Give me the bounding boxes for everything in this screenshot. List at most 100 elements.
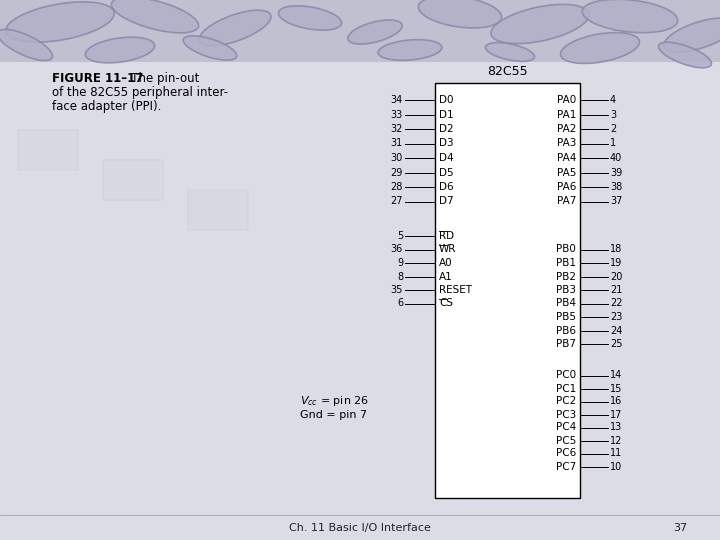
Text: 9: 9 [397,258,403,268]
Text: PC7: PC7 [556,462,576,471]
Text: D3: D3 [439,138,454,149]
Ellipse shape [199,10,271,46]
Text: 19: 19 [610,258,622,268]
Text: 38: 38 [610,182,622,192]
Bar [435,83,580,498]
Ellipse shape [0,29,53,60]
Text: 39: 39 [610,167,622,178]
Text: D7: D7 [439,197,454,206]
Text: 30: 30 [391,153,403,163]
Text: 15: 15 [610,383,622,394]
Ellipse shape [348,20,402,44]
Text: 17: 17 [610,409,622,420]
Ellipse shape [664,18,720,52]
Text: 2: 2 [610,124,616,134]
Text: 34: 34 [391,95,403,105]
Text: 28: 28 [391,182,403,192]
Ellipse shape [279,6,341,30]
Bar [0,0,720,62]
Text: 5: 5 [397,231,403,241]
Text: 3: 3 [610,110,616,119]
Text: 11: 11 [610,449,622,458]
Ellipse shape [561,32,639,63]
Text: The pin-out: The pin-out [120,72,199,85]
Text: PB5: PB5 [556,312,576,322]
Text: 82C55: 82C55 [487,65,528,78]
Bar [103,160,163,200]
Ellipse shape [485,43,534,62]
Text: PC1: PC1 [556,383,576,394]
Bar [0,62,720,540]
Text: 10: 10 [610,462,622,471]
Text: FIGURE 11–17: FIGURE 11–17 [52,72,143,85]
Text: PA7: PA7 [557,197,576,206]
Text: PC5: PC5 [556,435,576,445]
Text: 18: 18 [610,245,622,254]
Text: PC3: PC3 [556,409,576,420]
Text: PC6: PC6 [556,449,576,458]
Ellipse shape [582,0,678,33]
Text: 4: 4 [610,95,616,105]
Text: A0: A0 [439,258,453,268]
Text: Gnd = pin 7: Gnd = pin 7 [300,410,367,421]
Text: 12: 12 [610,435,622,445]
Text: PC0: PC0 [556,370,576,381]
Ellipse shape [491,4,589,44]
Text: PA6: PA6 [557,182,576,192]
Text: 13: 13 [610,422,622,433]
Text: D4: D4 [439,153,454,163]
Text: D5: D5 [439,167,454,178]
Text: PC2: PC2 [556,396,576,407]
Ellipse shape [418,0,502,28]
Text: 27: 27 [390,197,403,206]
Text: 35: 35 [391,285,403,295]
Ellipse shape [6,2,114,42]
Text: 31: 31 [391,138,403,149]
Text: 29: 29 [391,167,403,178]
Text: 32: 32 [391,124,403,134]
Text: RESET: RESET [439,285,472,295]
Text: PA2: PA2 [557,124,576,134]
Text: PA4: PA4 [557,153,576,163]
Ellipse shape [378,39,442,60]
Text: PB3: PB3 [556,285,576,295]
Text: PB1: PB1 [556,258,576,268]
Text: PB2: PB2 [556,272,576,281]
Text: PB0: PB0 [556,245,576,254]
Text: 33: 33 [391,110,403,119]
Text: 36: 36 [391,245,403,254]
Bar [18,130,78,170]
Text: PA3: PA3 [557,138,576,149]
Text: PB7: PB7 [556,339,576,349]
Text: WR: WR [439,245,456,254]
Text: 6: 6 [397,299,403,308]
Text: PA0: PA0 [557,95,576,105]
Text: 37: 37 [673,523,687,533]
Text: 14: 14 [610,370,622,381]
Text: 1: 1 [610,138,616,149]
Text: D6: D6 [439,182,454,192]
Ellipse shape [112,0,199,33]
Text: 8: 8 [397,272,403,281]
Text: PC4: PC4 [556,422,576,433]
Text: D1: D1 [439,110,454,119]
Text: PB4: PB4 [556,299,576,308]
Text: Ch. 11 Basic I/O Interface: Ch. 11 Basic I/O Interface [289,523,431,533]
Text: of the 82C55 peripheral inter-: of the 82C55 peripheral inter- [52,86,228,99]
Text: PB6: PB6 [556,326,576,335]
Text: 25: 25 [610,339,623,349]
Text: 20: 20 [610,272,622,281]
Text: 37: 37 [610,197,622,206]
Text: 21: 21 [610,285,622,295]
Text: PA1: PA1 [557,110,576,119]
Text: D2: D2 [439,124,454,134]
Text: face adapter (PPI).: face adapter (PPI). [52,100,161,113]
Text: PA5: PA5 [557,167,576,178]
Text: 40: 40 [610,153,622,163]
Ellipse shape [183,36,237,60]
Text: $V_{cc}$ = pin 26: $V_{cc}$ = pin 26 [300,395,369,408]
Bar [188,190,248,230]
Text: RD: RD [439,231,454,241]
Text: 24: 24 [610,326,622,335]
Text: 23: 23 [610,312,622,322]
